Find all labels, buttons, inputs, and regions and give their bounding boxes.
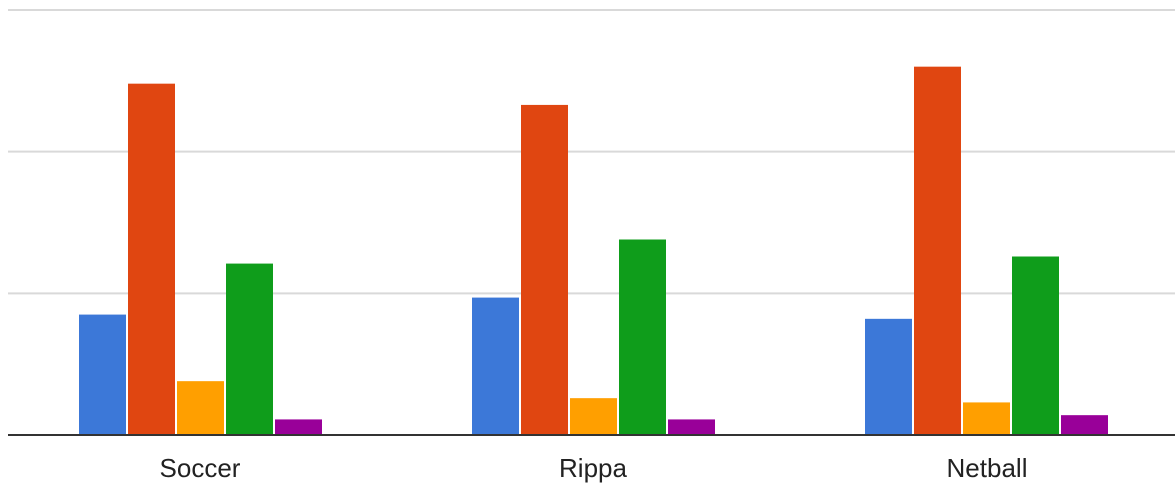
bar-netball-series-3 (963, 402, 1010, 435)
bar-netball-series-1 (865, 318, 912, 435)
bar-netball-series-5 (1061, 415, 1108, 435)
bar-rippa-series-4 (619, 239, 666, 435)
x-tick-label-netball: Netball (947, 453, 1028, 483)
bar-rippa-series-5 (668, 419, 715, 435)
bar-soccer-series-1 (79, 314, 126, 435)
bar-netball-series-2 (914, 66, 961, 436)
gridlines (8, 9, 1175, 295)
bar-soccer-series-4 (226, 263, 273, 435)
x-axis-labels: Soccer Rippa Netball (160, 453, 1028, 483)
bar-netball-series-4 (1012, 256, 1059, 435)
bar-rippa-series-3 (570, 398, 617, 435)
bars (79, 66, 1108, 436)
x-tick-label-rippa: Rippa (559, 453, 627, 483)
x-tick-label-soccer: Soccer (160, 453, 241, 483)
bar-soccer-series-5 (275, 419, 322, 435)
bar-rippa-series-1 (472, 297, 519, 435)
bar-soccer-series-3 (177, 381, 224, 435)
bar-soccer-series-2 (128, 83, 175, 436)
bar-rippa-series-2 (521, 104, 568, 436)
